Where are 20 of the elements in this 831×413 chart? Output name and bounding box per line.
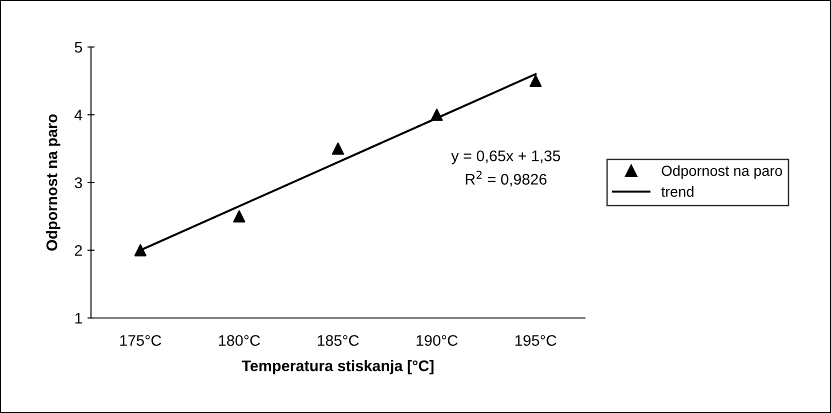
x-tick-label: 190°C <box>416 335 458 346</box>
point <box>134 244 146 256</box>
annotation: y = 0,65x + 1,35 R$^{2}$ = 0,9826 <box>451 150 560 186</box>
legend-label: trend <box>661 186 694 197</box>
y-axis-title: Odpornost na paro <box>46 114 60 251</box>
x-axis-title: Temperatura stiskanja [°C] <box>242 360 434 374</box>
legend-label: Odpornost na paro <box>662 165 782 179</box>
point <box>530 74 542 87</box>
y-tick-label: 1 <box>75 313 82 324</box>
point <box>332 142 344 155</box>
y-tick-label: 5 <box>74 42 82 53</box>
x-tick-label: 195°C <box>515 335 556 346</box>
point <box>233 210 246 222</box>
y-tick-label: 4 <box>74 110 82 120</box>
x-tick-label: 185°C <box>318 335 359 346</box>
x-tick-label: 180°C <box>219 335 260 346</box>
y-tick-label: 2 <box>74 245 82 256</box>
x-tick-label: 175°C <box>120 335 162 346</box>
point <box>430 108 443 121</box>
y-tick-label: 3 <box>74 177 82 188</box>
